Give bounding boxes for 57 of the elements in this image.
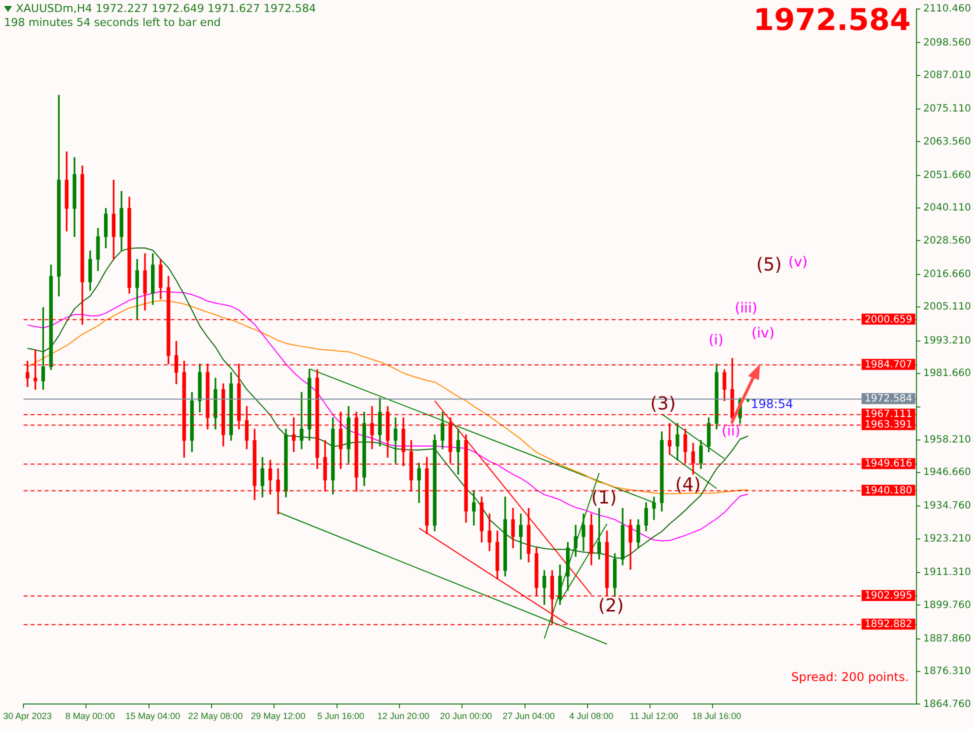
ref-line-label: 1902.995 — [864, 590, 912, 602]
x-tick-label: 22 May 08:00 — [188, 711, 243, 722]
y-tick-label: 1911.310 — [923, 567, 972, 578]
y-tick-label: 2087.010 — [923, 70, 972, 81]
x-tick-label: 4 Jul 08:00 — [569, 711, 614, 722]
y-tick-label: 2110.460 — [923, 4, 972, 15]
ref-line-label: 1972.584 — [864, 394, 912, 405]
y-tick-label: 2051.660 — [923, 170, 972, 181]
ref-line-label: 1984.707 — [864, 359, 912, 370]
annotation: 1972.584 — [753, 2, 911, 38]
y-tick-label: 1934.760 — [923, 500, 972, 512]
annotation: (v) — [788, 254, 808, 271]
x-tick-label: 18 Jul 16:00 — [692, 711, 742, 722]
x-tick-label: 8 May 00:00 — [65, 711, 115, 722]
y-tick-label: 1981.660 — [923, 368, 972, 380]
y-tick-label: 2040.110 — [923, 202, 972, 214]
x-tick-label: 29 May 12:00 — [250, 711, 306, 722]
annotation: (iii) — [734, 300, 758, 317]
annotation: (i) — [708, 332, 724, 349]
chart-title: XAUUSDm,H4 1972.227 1972.649 1971.627 1972.584 — [16, 2, 316, 15]
ref-line-label: 1940.180 — [864, 485, 912, 496]
ref-line-label: 2000.659 — [864, 314, 912, 326]
x-tick-label: 20 Jun 00:00 — [440, 711, 492, 722]
annotation: (4) — [675, 474, 701, 496]
y-tick-label: 1958.210 — [923, 434, 972, 446]
y-tick-label: 1923.210 — [923, 533, 972, 544]
annotation: (5) — [756, 254, 782, 276]
annotation: 198:54 — [750, 397, 794, 412]
x-tick-label: 12 Jun 20:00 — [377, 711, 430, 722]
x-tick-label: 15 May 04:00 — [126, 711, 180, 722]
annotation: (3) — [650, 394, 676, 415]
annotation: (2) — [598, 596, 624, 617]
y-tick-label: 1993.210 — [923, 335, 972, 346]
annotation: (1) — [591, 488, 617, 509]
x-tick-label: 30 Apr 2023 — [3, 711, 52, 722]
y-tick-label: 1887.860 — [923, 633, 972, 644]
ref-line-label: 1892.882 — [864, 619, 912, 630]
x-tick-label: 27 Jun 04:00 — [502, 711, 555, 722]
y-tick-label: 2098.560 — [923, 37, 972, 48]
text: 198 minutes 54 seconds left to bar end — [4, 16, 222, 30]
ref-line-label: 1963.391 — [864, 420, 912, 431]
y-tick-label: 1899.760 — [923, 600, 972, 611]
annotation: (ii) — [722, 424, 740, 440]
y-tick-label: 2016.660 — [923, 269, 972, 280]
x-tick-label: 11 Jul 12:00 — [630, 711, 678, 722]
ref-line-label: 1949.616 — [864, 458, 912, 470]
annotation: Spread: 200 points. — [791, 670, 909, 684]
y-tick-label: 2028.560 — [923, 235, 972, 246]
ref-line-label: 1967.111 — [864, 409, 912, 420]
y-tick-label: 1864.760 — [923, 698, 972, 710]
y-tick-label: 2063.560 — [923, 136, 972, 148]
y-tick-label: 2005.110 — [923, 302, 972, 313]
x-tick-label: 5 Jun 16:00 — [317, 711, 364, 722]
y-tick-label: 2075.110 — [923, 104, 972, 115]
y-tick-label: 1946.660 — [923, 467, 972, 478]
y-tick-label: 1876.310 — [923, 666, 972, 678]
annotation: (iv) — [751, 326, 775, 342]
